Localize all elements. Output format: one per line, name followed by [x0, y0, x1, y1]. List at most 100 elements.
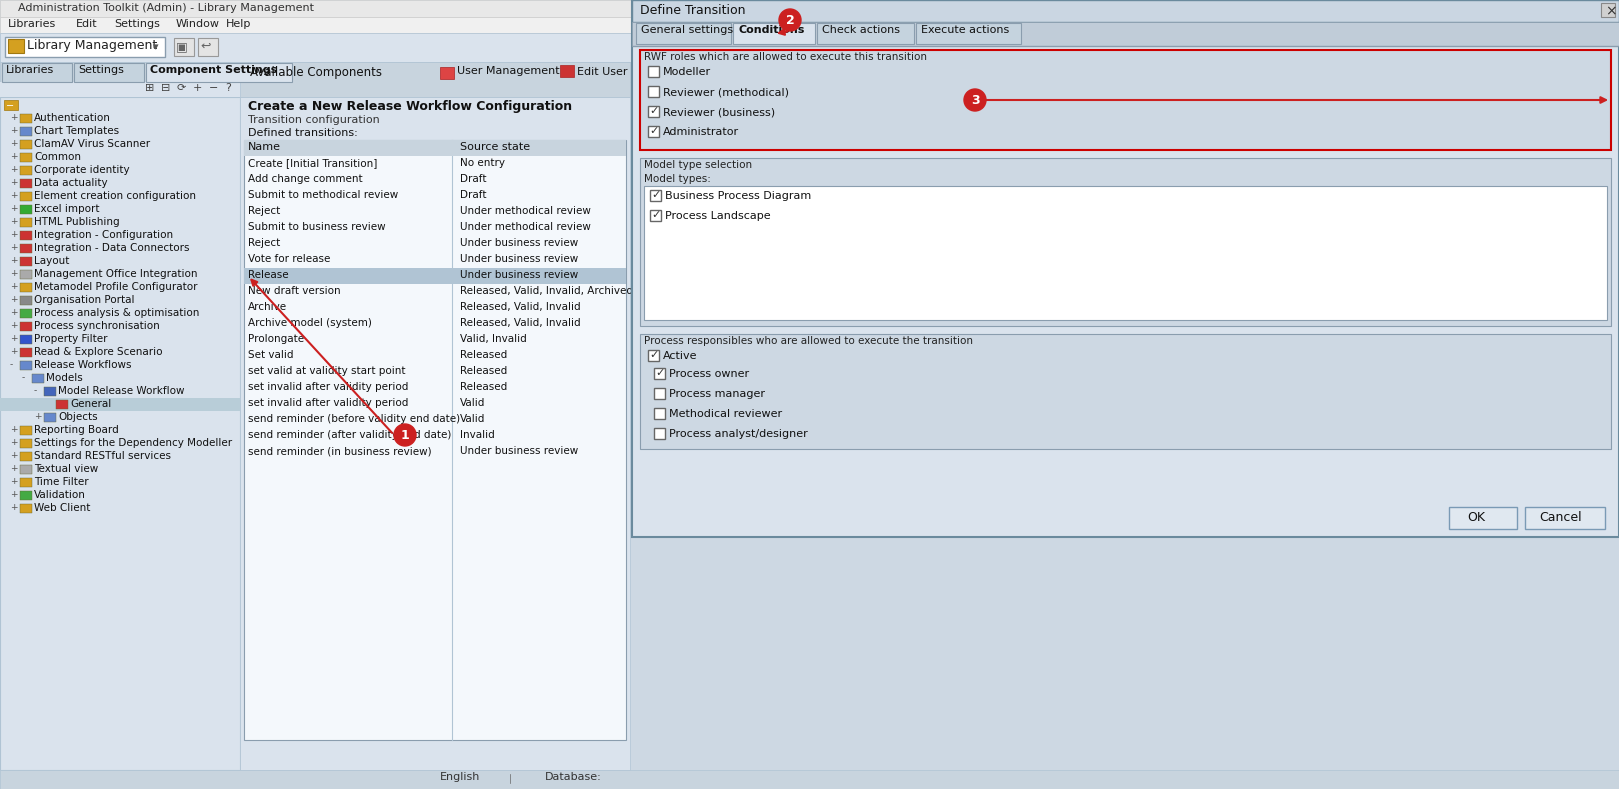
Text: send reminder (in business review): send reminder (in business review)	[248, 446, 432, 456]
Text: +: +	[10, 347, 18, 356]
Bar	[19, 127, 32, 136]
Text: 3: 3	[971, 94, 979, 107]
Text: Time Filter: Time Filter	[34, 477, 89, 487]
Text: +: +	[10, 451, 18, 460]
Bar	[636, 23, 732, 44]
Text: ×: ×	[1604, 4, 1617, 18]
Text: Property Filter: Property Filter	[34, 334, 107, 344]
Text: 1: 1	[400, 428, 410, 442]
Bar	[19, 205, 32, 214]
Text: ✓: ✓	[649, 106, 659, 116]
Text: Released: Released	[460, 382, 507, 392]
Text: +: +	[10, 230, 18, 239]
Text: Models: Models	[45, 373, 83, 383]
Text: +: +	[10, 217, 18, 226]
Bar	[19, 114, 32, 123]
Text: +: +	[10, 152, 18, 161]
Text: Database:: Database:	[546, 772, 602, 782]
Text: Data actuality: Data actuality	[34, 178, 107, 188]
Text: Reject: Reject	[248, 238, 280, 248]
Bar	[649, 190, 661, 201]
Text: Textual view: Textual view	[34, 464, 99, 474]
Text: Organisation Portal: Organisation Portal	[34, 295, 134, 305]
Bar	[19, 361, 32, 370]
Text: set valid at validity start point: set valid at validity start point	[248, 366, 405, 376]
Text: Methodical reviewer: Methodical reviewer	[669, 409, 782, 419]
Text: Invalid: Invalid	[460, 430, 495, 440]
Bar	[240, 97, 630, 770]
Bar	[19, 192, 32, 201]
Text: ▣: ▣	[176, 40, 188, 53]
Text: Draft: Draft	[460, 190, 486, 200]
Text: ✓: ✓	[651, 190, 661, 200]
Text: Valid: Valid	[460, 414, 486, 424]
Bar	[733, 23, 814, 44]
Text: Under business review: Under business review	[460, 270, 578, 280]
Text: +: +	[10, 282, 18, 291]
Text: ClamAV Virus Scanner: ClamAV Virus Scanner	[34, 139, 151, 149]
Bar	[0, 82, 295, 97]
Text: send reminder (before validity end date): send reminder (before validity end date)	[248, 414, 460, 424]
Text: +: +	[10, 204, 18, 213]
Text: +: +	[10, 334, 18, 343]
Text: Integration - Configuration: Integration - Configuration	[34, 230, 173, 240]
Bar	[19, 504, 32, 513]
Text: Valid: Valid	[460, 398, 486, 408]
Text: +: +	[10, 139, 18, 148]
Text: ✓: ✓	[649, 350, 659, 360]
Text: −: −	[209, 83, 219, 93]
Text: +: +	[10, 438, 18, 447]
Text: +: +	[34, 412, 42, 421]
Text: Process analysis & optimisation: Process analysis & optimisation	[34, 308, 199, 318]
Text: Administration Toolkit (Admin) - Library Management: Administration Toolkit (Admin) - Library…	[18, 3, 314, 13]
Text: ✓: ✓	[651, 210, 661, 220]
Bar	[648, 126, 659, 137]
Text: +: +	[10, 477, 18, 486]
Text: +: +	[10, 269, 18, 278]
Text: Defined transitions:: Defined transitions:	[248, 128, 358, 138]
Text: Read & Explore Scenario: Read & Explore Scenario	[34, 347, 162, 357]
Bar	[146, 63, 291, 82]
Text: Reviewer (methodical): Reviewer (methodical)	[664, 87, 788, 97]
Bar	[0, 33, 1619, 62]
Bar	[1449, 507, 1517, 529]
Text: Libraries: Libraries	[6, 65, 55, 75]
Text: Under business review: Under business review	[460, 446, 578, 456]
Bar	[0, 0, 1619, 17]
Text: Validation: Validation	[34, 490, 86, 500]
Bar	[440, 67, 453, 79]
Text: +: +	[10, 321, 18, 330]
Text: Under business review: Under business review	[460, 254, 578, 264]
Text: Process responsibles who are allowed to execute the transition: Process responsibles who are allowed to …	[644, 336, 973, 346]
Bar	[560, 65, 575, 77]
Bar	[648, 106, 659, 117]
Text: Web Client: Web Client	[34, 503, 91, 513]
Bar	[1525, 507, 1604, 529]
Text: Libraries: Libraries	[8, 19, 57, 29]
Bar	[3, 100, 18, 110]
Bar	[19, 478, 32, 487]
Bar	[57, 400, 68, 409]
Bar	[5, 37, 165, 57]
Text: Chart Templates: Chart Templates	[34, 126, 120, 136]
Text: General: General	[70, 399, 112, 409]
Text: set invalid after validity period: set invalid after validity period	[248, 382, 408, 392]
Text: Edit: Edit	[76, 19, 97, 29]
Text: Window: Window	[176, 19, 220, 29]
Text: Help: Help	[227, 19, 251, 29]
Bar	[19, 257, 32, 266]
Bar	[648, 86, 659, 97]
Bar	[19, 140, 32, 149]
Text: Reject: Reject	[248, 206, 280, 216]
Bar	[19, 153, 32, 162]
Bar	[19, 283, 32, 292]
Text: +: +	[10, 295, 18, 304]
Text: −: −	[6, 101, 15, 111]
Bar	[631, 0, 1619, 22]
Bar	[19, 322, 32, 331]
Bar	[640, 50, 1611, 150]
Text: RWF roles which are allowed to execute this transition: RWF roles which are allowed to execute t…	[644, 52, 928, 62]
Text: Released, Valid, Invalid, Archived: Released, Valid, Invalid, Archived	[460, 286, 633, 296]
Text: Settings: Settings	[113, 19, 160, 29]
Text: Release Workflows: Release Workflows	[34, 360, 131, 370]
